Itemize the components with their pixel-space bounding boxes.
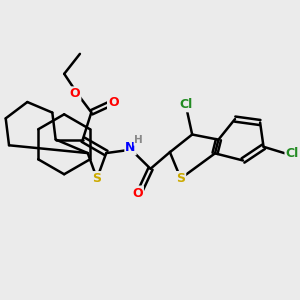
Text: H: H	[134, 135, 143, 145]
Text: S: S	[92, 172, 101, 185]
Text: O: O	[108, 96, 119, 109]
Text: S: S	[176, 172, 185, 185]
Text: O: O	[70, 87, 80, 100]
Text: Cl: Cl	[286, 147, 299, 161]
Text: N: N	[125, 141, 136, 154]
Text: O: O	[132, 187, 143, 200]
Text: Cl: Cl	[180, 98, 193, 111]
